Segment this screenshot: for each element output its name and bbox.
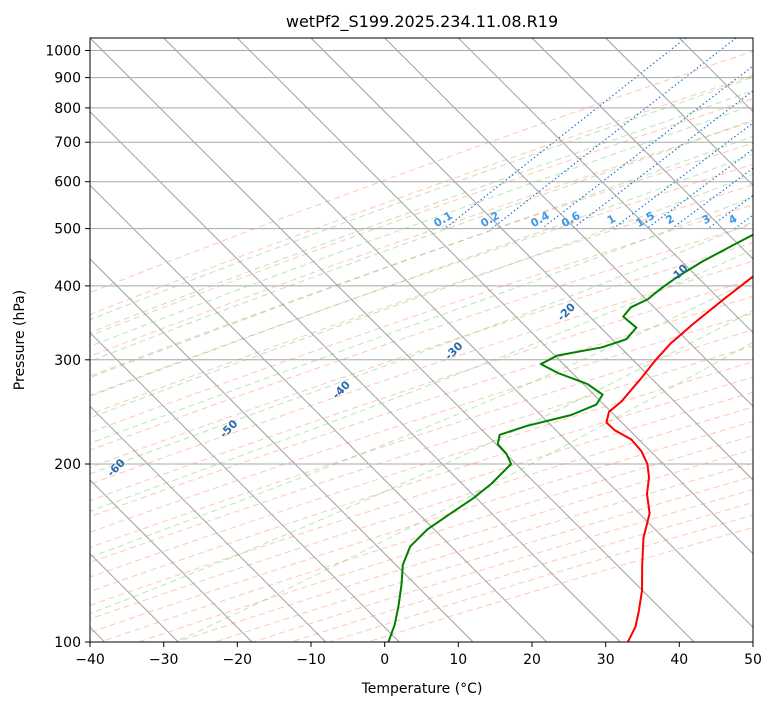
- plot-area: [90, 38, 753, 642]
- mixing-ratio-line: [671, 167, 753, 230]
- dry-adiabats: [90, 50, 753, 642]
- moist-adiabat: [90, 90, 753, 334]
- moist-adiabats: [90, 76, 753, 642]
- dewpoint-profile: [387, 233, 753, 642]
- dry-adiabat: [90, 142, 753, 377]
- x-axis-label: Temperature (°C): [361, 681, 483, 697]
- moist-adiabat: [90, 119, 753, 362]
- x-tick-label: −30: [149, 652, 179, 668]
- dry-adiabat: [90, 50, 753, 294]
- isotherm: [605, 38, 753, 187]
- y-tick-label: 300: [54, 353, 81, 369]
- isotherm: [531, 38, 753, 260]
- dry-adiabat: [90, 260, 753, 485]
- plot-frame: [89, 37, 754, 643]
- y-tick-label: 800: [54, 101, 81, 117]
- moist-adiabat: [90, 76, 753, 321]
- isotherm: [90, 110, 621, 642]
- mixing-ratio-line: [572, 90, 753, 230]
- isotherm: [236, 38, 753, 555]
- chart-title: wetPf2_S199.2025.234.11.08.R19: [286, 12, 558, 32]
- isotherm: [90, 38, 695, 642]
- y-tick-label: 700: [54, 135, 81, 151]
- isotherm: [90, 184, 548, 642]
- dry-adiabat: [90, 391, 753, 606]
- dry-adiabat: [90, 98, 753, 337]
- x-tick-label: −10: [296, 652, 326, 668]
- dry-adiabat: [90, 361, 753, 578]
- x-tick-label: 20: [523, 652, 541, 668]
- mixing-ratio-lines: [444, 38, 753, 230]
- isotherm: [90, 331, 400, 642]
- x-tick-label: 40: [670, 652, 688, 668]
- y-tick-label: 400: [54, 279, 81, 295]
- x-tick-label: −40: [75, 652, 105, 668]
- temperature-profile: [605, 275, 753, 642]
- dry-adiabat: [90, 184, 753, 415]
- dry-adiabat: [90, 163, 753, 396]
- moist-adiabat: [90, 196, 753, 444]
- y-tick-label: 900: [54, 71, 81, 87]
- dry-adiabat: [90, 312, 753, 533]
- x-tick-label: 30: [597, 652, 615, 668]
- sounding-profiles: [387, 233, 753, 642]
- moist-adiabat: [174, 341, 753, 642]
- y-tick-label: 600: [54, 175, 81, 191]
- isotherm: [163, 38, 753, 629]
- dry-adiabat: [90, 278, 753, 502]
- isotherm: [310, 38, 753, 481]
- x-tick-label: 10: [449, 652, 467, 668]
- moist-adiabat: [90, 173, 753, 419]
- moist-adiabat: [90, 278, 753, 558]
- x-tick-label: −20: [223, 652, 253, 668]
- dry-adiabat: [90, 223, 753, 451]
- x-tick-label: 0: [380, 652, 389, 668]
- x-axis-ticks: −40 −30 −20 −10 0 10 20 30 40 50: [75, 642, 762, 668]
- isotherm: [90, 405, 327, 642]
- y-tick-label: 500: [54, 222, 81, 238]
- isotherm: [90, 479, 253, 642]
- y-axis-label: Pressure (hPa): [12, 290, 28, 390]
- isotherm: [384, 38, 753, 408]
- isotherm: [90, 258, 474, 642]
- moist-adiabat: [90, 153, 753, 397]
- y-tick-label: 100: [54, 635, 81, 651]
- dry-adiabat: [90, 74, 753, 316]
- mixing-ratio-line: [541, 65, 753, 230]
- dry-adiabat: [90, 329, 753, 549]
- moist-adiabat: [90, 310, 753, 615]
- x-tick-label: 50: [744, 652, 762, 668]
- isotherm: [457, 38, 753, 334]
- isotherms: [90, 38, 753, 642]
- y-axis-ticks: 100 200 300 400 500 600 700 800 900 1000: [45, 44, 90, 651]
- pressure-gridlines: [90, 50, 753, 642]
- y-tick-label: 200: [54, 457, 81, 473]
- y-tick-label: 1000: [45, 44, 81, 60]
